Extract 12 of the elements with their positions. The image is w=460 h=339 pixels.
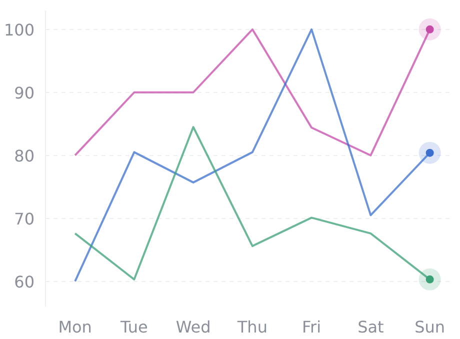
x-tick-label: Thu: [236, 318, 268, 336]
x-tick-label: Wed: [176, 318, 211, 336]
x-tick-label: Fri: [302, 318, 322, 336]
x-tick-label: Mon: [58, 318, 92, 336]
x-tick-label: Tue: [120, 318, 148, 336]
x-tick-label: Sat: [358, 318, 384, 336]
y-tick-label: 90: [14, 83, 34, 102]
x-tick-label: Sun: [414, 318, 446, 336]
y-tick-label: 60: [14, 272, 34, 292]
y-tick-label: 80: [14, 146, 34, 166]
y-tick-label: 100: [4, 20, 35, 40]
y-tick-label: 70: [14, 209, 34, 228]
